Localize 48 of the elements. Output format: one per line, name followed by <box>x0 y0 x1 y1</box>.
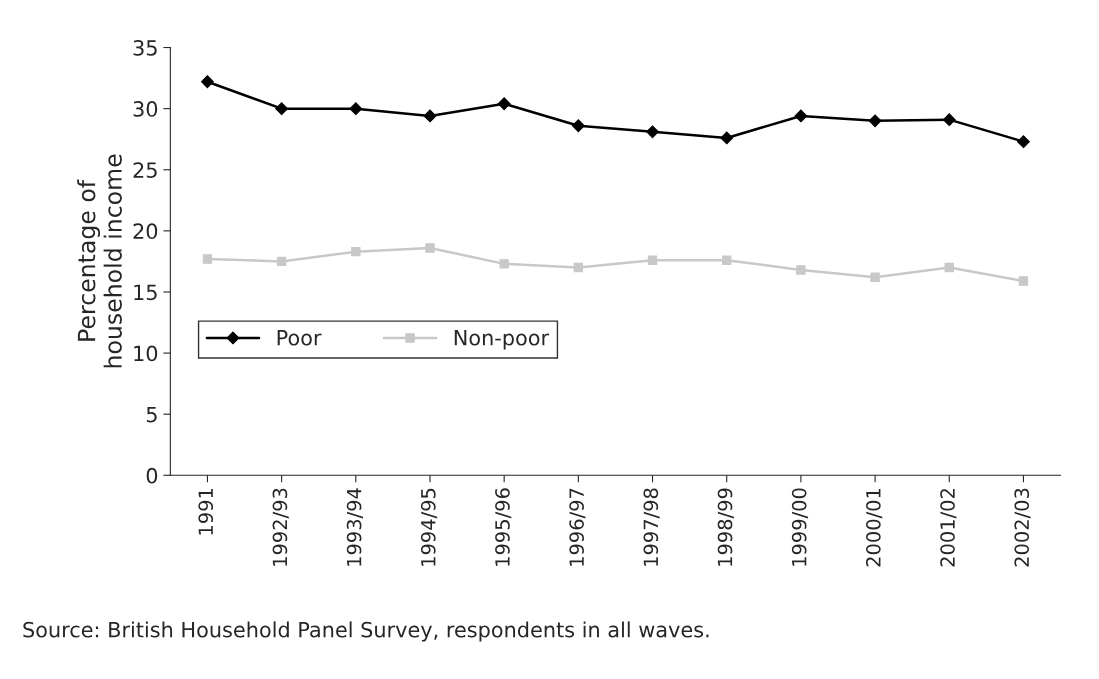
y-tick-label: 30 <box>133 101 158 117</box>
point <box>351 246 361 257</box>
point <box>942 113 956 127</box>
point <box>275 102 289 116</box>
x-tick-label: 1997/98 <box>643 488 660 566</box>
x-tick-label: 1999/00 <box>791 488 809 566</box>
point <box>201 75 214 89</box>
point <box>571 119 585 133</box>
point <box>722 255 732 265</box>
x-tick-label: 2002/03 <box>1014 488 1031 567</box>
point <box>796 265 806 275</box>
y-axis-title: Percentage of household income <box>77 154 122 368</box>
y-tick-label: 35 <box>133 39 157 56</box>
source-note: Source: British Household Panel Survey, respondents in all waves. <box>23 621 709 642</box>
point <box>1018 276 1029 286</box>
legend-label: Non-poor <box>454 330 550 350</box>
y-tick-label: 5 <box>146 406 157 423</box>
point <box>349 102 363 116</box>
x-tick-label: 1995/96 <box>495 488 512 566</box>
x-tick-label: 1992/93 <box>272 488 289 566</box>
point <box>423 109 437 123</box>
point <box>647 255 658 265</box>
point <box>425 243 435 253</box>
x-tick-label: 1996/97 <box>569 488 586 566</box>
y-tick-label: 0 <box>146 467 158 484</box>
point <box>870 272 880 282</box>
x-tick-label: 1994/95 <box>420 488 438 566</box>
y-tick-label: 20 <box>133 223 158 240</box>
point <box>202 254 213 264</box>
y-tick-label: 10 <box>134 345 158 362</box>
x-tick-label: 1998/99 <box>717 488 734 566</box>
point <box>499 259 509 269</box>
x-tick-label: 1991 <box>198 488 214 535</box>
point <box>497 97 511 111</box>
x-tick-label: 2001/02 <box>940 489 957 567</box>
point <box>720 131 734 145</box>
x-tick-label: 1993/94 <box>346 488 363 566</box>
point <box>573 262 584 273</box>
point <box>1017 135 1030 149</box>
point <box>944 262 954 273</box>
y-tick-label: 25 <box>133 162 157 178</box>
y-tick-label: 15 <box>134 284 157 301</box>
point <box>868 114 882 128</box>
point <box>276 256 287 267</box>
x-tick-label: 2000/01 <box>866 488 883 567</box>
legend-label: Poor <box>277 330 322 346</box>
point <box>646 125 659 139</box>
point <box>794 109 808 123</box>
